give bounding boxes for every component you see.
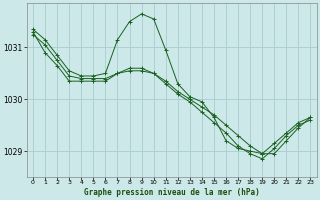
X-axis label: Graphe pression niveau de la mer (hPa): Graphe pression niveau de la mer (hPa)	[84, 188, 260, 197]
